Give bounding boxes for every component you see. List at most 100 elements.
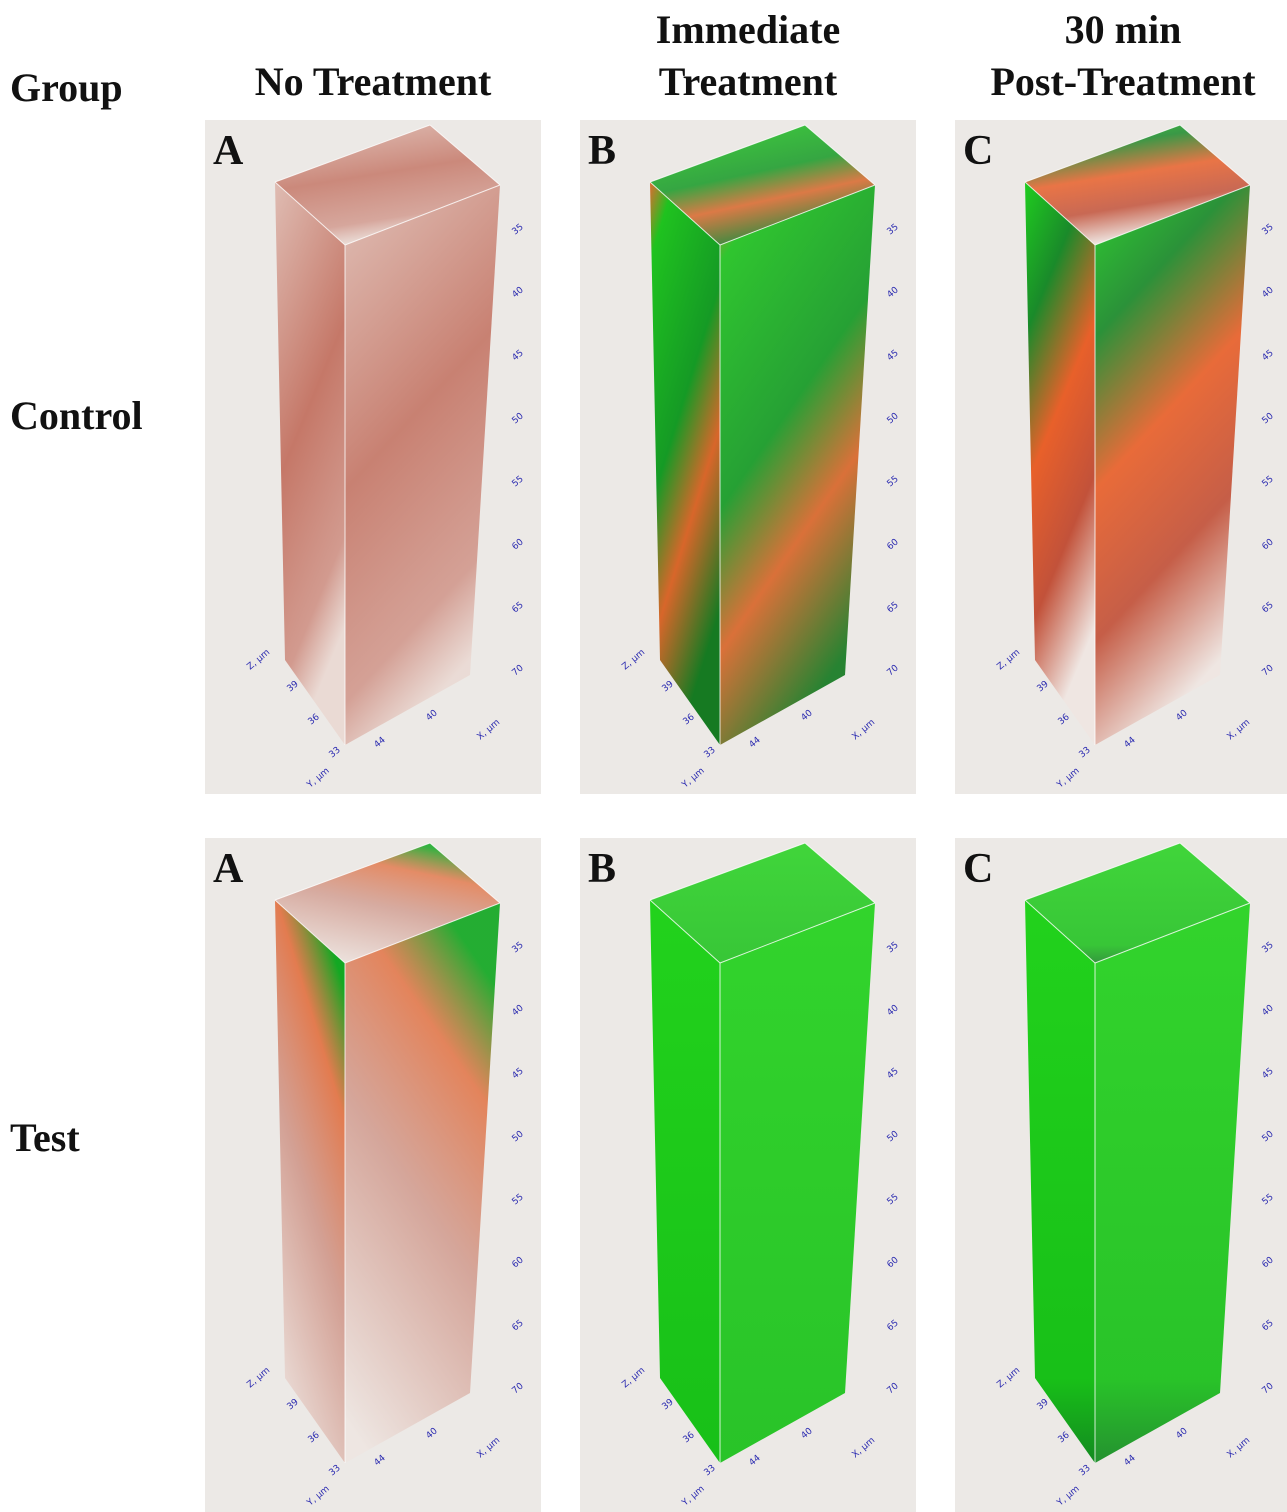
- axis-tick: 35: [886, 940, 901, 955]
- axis-tick: 36: [1057, 1430, 1072, 1445]
- axis-tick: 35: [1261, 940, 1276, 955]
- axis-tick: 45: [886, 348, 901, 363]
- axis-tick: Z, μm: [246, 1366, 273, 1391]
- axis-tick: 44: [1123, 735, 1138, 750]
- figure: {"header": {"group": "Group", "columns":…: [0, 0, 1287, 1512]
- axis-tick: Z, μm: [621, 1366, 648, 1391]
- box-right-face: [720, 903, 875, 1463]
- panel: BZ, μm393633Y, μm4440X, μm35404550556065…: [580, 120, 916, 794]
- axis-tick: 65: [886, 600, 901, 615]
- axis-tick: 50: [886, 1129, 901, 1144]
- axis-tick: Y, μm: [680, 1484, 707, 1509]
- axis-tick: X, μm: [1226, 718, 1253, 743]
- axis-tick: 60: [1261, 1255, 1276, 1270]
- panel-letter: A: [213, 846, 244, 892]
- panel: CZ, μm393633Y, μm4440X, μm35404550556065…: [955, 120, 1287, 794]
- axis-tick: 55: [886, 474, 901, 489]
- box-right-face: [345, 903, 500, 1463]
- axis-tick: 60: [886, 537, 901, 552]
- axis-tick: 35: [511, 940, 526, 955]
- box-right-face: [720, 185, 875, 745]
- axis-tick: X, μm: [851, 1436, 878, 1461]
- axis-tick: 70: [511, 1381, 526, 1396]
- axis-tick: Z, μm: [996, 648, 1023, 673]
- axis-tick: 60: [511, 537, 526, 552]
- axis-tick: Z, μm: [246, 648, 273, 673]
- axis-tick: Y, μm: [680, 766, 707, 791]
- axis-tick: 50: [511, 1129, 526, 1144]
- axis-tick: 35: [1261, 222, 1276, 237]
- panel: BZ, μm393633Y, μm4440X, μm35404550556065…: [580, 838, 916, 1512]
- panel-letter: B: [588, 128, 616, 174]
- axis-tick: 44: [748, 1453, 763, 1468]
- axis-tick: 40: [800, 708, 815, 723]
- axis-tick: 65: [886, 1318, 901, 1333]
- box-right-face: [1095, 185, 1250, 745]
- axis-tick: 70: [1261, 663, 1276, 678]
- axis-tick: 40: [800, 1426, 815, 1441]
- axis-tick: 70: [511, 663, 526, 678]
- axis-tick: 45: [511, 348, 526, 363]
- axis-tick: 45: [511, 1066, 526, 1081]
- panel-letter: C: [963, 128, 993, 174]
- axis-tick: 40: [1261, 285, 1276, 300]
- axis-tick: Y, μm: [1055, 766, 1082, 791]
- axis-tick: 55: [886, 1192, 901, 1207]
- box-right-face: [1095, 903, 1250, 1463]
- axis-tick: 33: [1078, 745, 1093, 760]
- axis-tick: 39: [661, 679, 676, 694]
- axis-tick: 36: [307, 712, 322, 727]
- axis-tick: X, μm: [476, 1436, 503, 1461]
- axis-tick: 45: [886, 1066, 901, 1081]
- axis-tick: 40: [886, 285, 901, 300]
- axis-tick: 33: [703, 1463, 718, 1478]
- axis-tick: 36: [307, 1430, 322, 1445]
- column-header: Immediate: [540, 4, 956, 56]
- volume-render: CZ, μm393633Y, μm4440X, μm35404550556065…: [955, 120, 1287, 794]
- axis-tick: 55: [511, 474, 526, 489]
- axis-tick: 36: [682, 712, 697, 727]
- row-label: Test: [10, 1114, 80, 1161]
- axis-tick: 65: [1261, 600, 1276, 615]
- axis-tick: 40: [511, 1003, 526, 1018]
- axis-tick: 44: [1123, 1453, 1138, 1468]
- axis-tick: 50: [511, 411, 526, 426]
- axis-tick: X, μm: [851, 718, 878, 743]
- axis-tick: 50: [886, 411, 901, 426]
- panel-letter: A: [213, 128, 244, 174]
- box-left-face: [1025, 900, 1095, 1463]
- box-left-face: [650, 182, 720, 745]
- axis-tick: 45: [1261, 348, 1276, 363]
- group-header: Group: [10, 62, 123, 114]
- axis-tick: 50: [1261, 1129, 1276, 1144]
- axis-tick: 65: [511, 600, 526, 615]
- axis-tick: 70: [886, 1381, 901, 1396]
- axis-tick: 55: [1261, 1192, 1276, 1207]
- axis-tick: X, μm: [476, 718, 503, 743]
- axis-tick: 33: [328, 745, 343, 760]
- axis-tick: 55: [1261, 474, 1276, 489]
- axis-tick: 39: [661, 1397, 676, 1412]
- column-header: Treatment: [540, 56, 956, 108]
- axis-tick: 35: [886, 222, 901, 237]
- axis-tick: 65: [511, 1318, 526, 1333]
- column-header: Post-Treatment: [915, 56, 1287, 108]
- axis-tick: 40: [425, 708, 440, 723]
- axis-tick: 65: [1261, 1318, 1276, 1333]
- axis-tick: 40: [1261, 1003, 1276, 1018]
- axis-tick: 40: [1175, 1426, 1190, 1441]
- panel-letter: B: [588, 846, 616, 892]
- axis-tick: 45: [1261, 1066, 1276, 1081]
- page: html, body { margin: 0; padding: 0; back…: [0, 0, 1287, 1512]
- axis-tick: Z, μm: [996, 1366, 1023, 1391]
- box-right-face: [345, 185, 500, 745]
- axis-tick: 33: [703, 745, 718, 760]
- axis-tick: X, μm: [1226, 1436, 1253, 1461]
- row-label: Control: [10, 392, 143, 439]
- axis-tick: 50: [1261, 411, 1276, 426]
